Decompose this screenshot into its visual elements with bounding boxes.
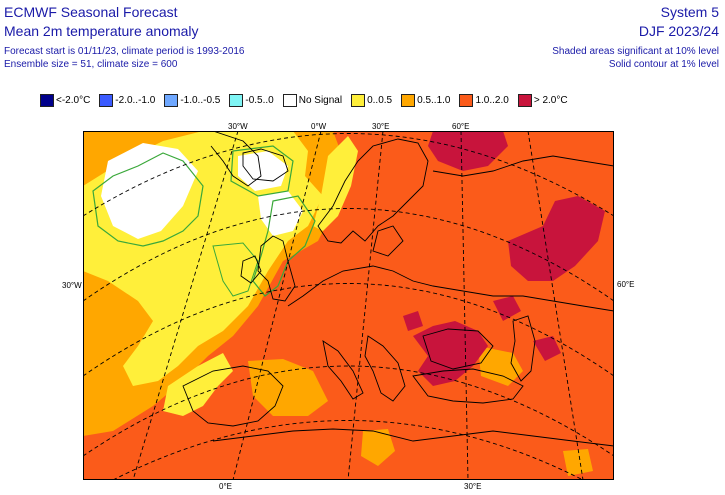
- legend-item: 0..0.5: [351, 93, 393, 107]
- period-label: DJF 2023/24: [638, 23, 719, 39]
- map-frame: [83, 131, 614, 480]
- legend-label: 0..0.5: [367, 94, 393, 106]
- coast-greenland: [210, 131, 262, 187]
- no-signal-iceland: [238, 151, 288, 191]
- axis-label-top-60e: 60°E: [452, 122, 470, 131]
- coast-british-isles: [240, 235, 296, 302]
- legend-swatch-icon: [282, 93, 297, 107]
- legend-label: -2.0..-1.0: [115, 94, 156, 106]
- legend-swatch-icon: [40, 93, 54, 107]
- legend-label: 1.0..2.0: [475, 94, 509, 106]
- field-0.5-to-1-turkey: [478, 346, 523, 386]
- coast-baltic: [372, 225, 404, 257]
- field-gt2-caspian: [493, 296, 521, 321]
- coast-russia-north: [432, 155, 614, 177]
- no-signal-greenland: [101, 143, 198, 239]
- parallel-30: [112, 420, 584, 480]
- legend-item: <-2.0°C: [40, 93, 91, 107]
- legend-item: -0.5..0: [229, 93, 274, 107]
- coast-continent: [287, 265, 614, 312]
- sig-contour-north-atlantic: [252, 195, 316, 297]
- meridian-0: [232, 131, 322, 480]
- legend-label: No Signal: [298, 94, 343, 106]
- sig-contour-greenland: [92, 152, 204, 247]
- legend-item: -2.0..-1.0: [99, 93, 156, 107]
- legend-label: <-2.0°C: [56, 94, 91, 106]
- field-0.5-to-1-westmed: [248, 359, 328, 416]
- forecast-info: Forecast start is 01/11/23, climate peri…: [4, 46, 245, 57]
- graticule: [83, 131, 614, 480]
- map-panel: [83, 131, 614, 480]
- meridian-30w: [132, 131, 239, 480]
- meridian-90e: [527, 131, 584, 480]
- axis-label-top-30w: 30°W: [228, 122, 248, 131]
- field-0-to-0.5-norway: [313, 136, 358, 231]
- field-gt2-ukraine: [403, 311, 423, 331]
- legend-item: 0.5..1.0: [401, 93, 451, 107]
- legend-item: -1.0..-0.5: [164, 93, 221, 107]
- coast-blacksea: [422, 328, 494, 370]
- field-gt2-arctic: [428, 131, 508, 171]
- coast-scandinavia: [317, 138, 429, 244]
- meridian-30e: [347, 131, 384, 480]
- field-0-to-0.5-iberia: [163, 353, 233, 416]
- contour-note: Solid contour at 1% level: [608, 59, 719, 70]
- coast-italy: [322, 340, 364, 400]
- anomaly-map: [83, 131, 614, 480]
- field-gt2-caucasus: [533, 336, 561, 361]
- meridian-60e: [460, 131, 469, 480]
- legend-swatch-icon: [229, 93, 244, 107]
- axis-label-bottom-0e: 0°E: [219, 482, 232, 491]
- legend-item: No Signal: [282, 93, 343, 107]
- legend-swatch-icon: [459, 93, 474, 107]
- system-label: System 5: [660, 4, 719, 20]
- legend-swatch-icon: [164, 93, 179, 107]
- legend-label: -0.5..0: [245, 94, 274, 106]
- legend-label: 0.5..1.0: [417, 94, 451, 106]
- page-subtitle: Mean 2m temperature anomaly: [4, 23, 199, 39]
- legend: <-2.0°C -2.0..-1.0 -1.0..-0.5 -0.5..0 No Sig…: [40, 93, 577, 107]
- legend-label: -1.0..-0.5: [180, 94, 221, 106]
- legend-swatch-icon: [401, 93, 416, 107]
- sig-contour-iceland: [230, 145, 294, 197]
- field-gt2-russia: [508, 196, 605, 281]
- axis-label-left: 30°W: [62, 281, 82, 290]
- ensemble-info: Ensemble size = 51, climate size = 600: [4, 59, 178, 70]
- field-0.5-to-1-egypt: [563, 449, 593, 476]
- axis-label-bottom-30e: 30°E: [464, 482, 482, 491]
- coast-north-africa: [212, 428, 614, 447]
- legend-swatch-icon: [351, 93, 366, 107]
- parallel-40: [83, 365, 614, 457]
- page-title: ECMWF Seasonal Forecast: [4, 4, 178, 20]
- sig-contour-ireland: [212, 242, 259, 297]
- legend-swatch-icon: [517, 93, 532, 107]
- field-gt2-blacksea: [413, 321, 488, 386]
- coast-iceland: [242, 148, 289, 182]
- parallel-50: [83, 283, 614, 377]
- legend-item: > 2.0°C: [517, 93, 568, 107]
- shaded-note: Shaded areas significant at 10% level: [552, 46, 719, 57]
- legend-label: > 2.0°C: [533, 94, 568, 106]
- legend-item: 1.0..2.0: [459, 93, 509, 107]
- coast-balkans-greece: [364, 335, 406, 402]
- axis-label-top-0w: 0°W: [311, 122, 327, 131]
- coast-caspian: [510, 315, 536, 382]
- axis-label-top-30e: 30°E: [372, 122, 390, 131]
- coast-turkey: [412, 368, 524, 404]
- legend-swatch-icon: [99, 93, 114, 107]
- parallel-60: [83, 208, 614, 302]
- coast-iberia: [182, 365, 284, 427]
- axis-label-right: 60°E: [617, 280, 635, 289]
- field-0.5-to-1-sahara: [361, 429, 395, 466]
- parallel-70: [83, 133, 614, 217]
- coastlines: [182, 131, 614, 447]
